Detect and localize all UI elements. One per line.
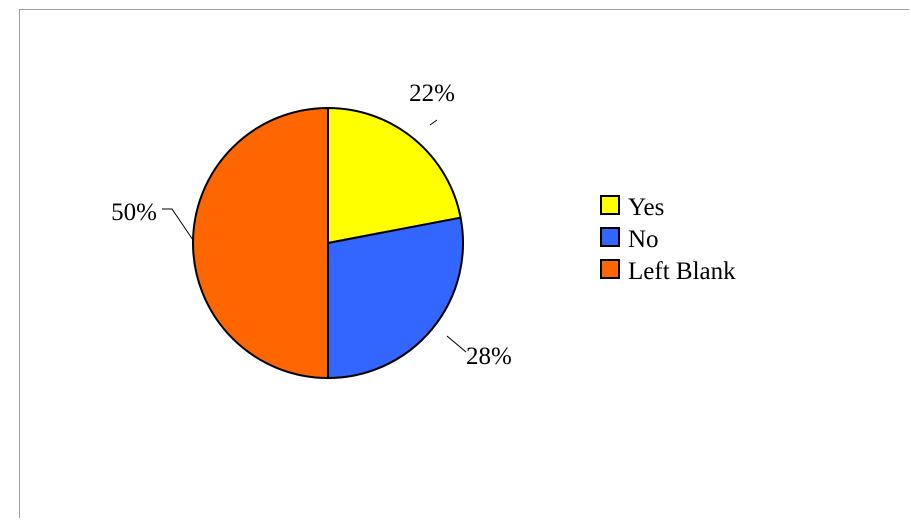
data-labels: 22% 28% 50% <box>111 80 512 370</box>
data-label-yes: 22% <box>409 80 455 107</box>
legend-label-left-blank: Left Blank <box>628 258 736 285</box>
leader-line-yes <box>429 119 438 126</box>
pie-slice-yes <box>327 107 462 244</box>
data-label-left-blank: 50% <box>111 199 157 226</box>
legend: Yes No Left Blank <box>600 194 736 285</box>
pie-slice-no <box>327 216 464 379</box>
pie-slices <box>192 107 464 379</box>
legend-swatch-left-blank <box>600 259 620 279</box>
legend-swatch-no <box>600 227 620 247</box>
chart-frame <box>19 9 909 518</box>
legend-swatch-yes <box>600 195 620 215</box>
legend-label-no: No <box>628 226 659 253</box>
pie-slice-left-blank <box>192 107 329 379</box>
legend-label-yes: Yes <box>628 194 664 221</box>
data-label-no: 28% <box>466 343 512 370</box>
leader-line-no <box>446 335 467 353</box>
leader-lines <box>162 119 467 353</box>
leader-line-left-blank <box>162 208 194 241</box>
